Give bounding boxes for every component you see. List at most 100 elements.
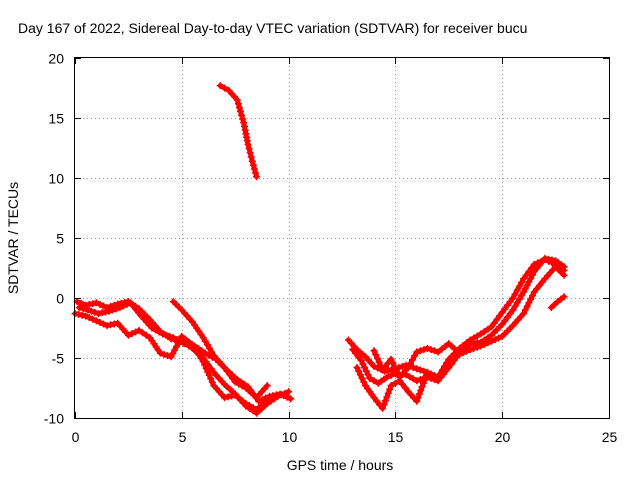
data-point <box>244 140 252 148</box>
data-point <box>238 111 246 119</box>
data-point <box>240 119 248 127</box>
data-point <box>148 324 156 332</box>
data-marks <box>71 82 568 417</box>
data-point <box>560 263 568 271</box>
data-point <box>160 350 168 358</box>
data-point <box>206 344 214 352</box>
data-point <box>529 292 536 300</box>
data-point <box>245 402 253 410</box>
data-point <box>228 392 236 400</box>
data-point <box>541 254 549 262</box>
data-point <box>247 153 255 161</box>
data-point <box>221 84 228 92</box>
data-point <box>364 371 372 379</box>
data-point <box>285 388 293 396</box>
data-point <box>434 348 442 356</box>
data-point <box>409 356 416 364</box>
data-point <box>381 397 389 405</box>
data-point <box>96 300 104 308</box>
data-point <box>201 361 209 369</box>
data-point <box>253 173 261 181</box>
data-point <box>357 356 365 364</box>
data-point <box>236 104 243 112</box>
data-point <box>431 347 439 355</box>
data-point <box>78 311 86 319</box>
data-point <box>132 328 139 336</box>
data-point <box>98 309 106 317</box>
y-tick-label: -5 <box>52 351 65 367</box>
data-point <box>199 358 207 366</box>
data-point <box>427 371 435 379</box>
data-point <box>511 290 519 298</box>
data-point <box>383 393 391 401</box>
data-point <box>359 360 367 368</box>
data-point <box>416 366 424 374</box>
data-point <box>413 377 421 385</box>
data-point <box>381 362 389 370</box>
y-axis-label: SDTVAR / TECUs <box>5 182 21 294</box>
data-point <box>265 392 273 400</box>
data-point <box>419 379 427 387</box>
data-point <box>498 320 506 328</box>
data-point <box>506 298 514 306</box>
data-point <box>263 396 271 404</box>
data-point <box>360 378 368 386</box>
data-point <box>370 394 378 402</box>
data-point <box>80 305 87 313</box>
y-tick-label: 20 <box>48 51 64 67</box>
data-point <box>545 255 552 263</box>
data-point <box>416 347 424 355</box>
series-track-4 <box>169 298 271 402</box>
data-point <box>477 342 485 350</box>
data-point <box>504 313 511 321</box>
data-point <box>520 275 528 283</box>
data-point <box>418 383 426 391</box>
data-point <box>515 295 523 303</box>
data-point <box>229 374 236 382</box>
data-point <box>223 367 231 375</box>
data-point <box>373 397 381 405</box>
data-point <box>370 362 378 370</box>
data-point <box>349 346 357 354</box>
data-point <box>370 347 378 355</box>
data-point <box>399 380 406 388</box>
data-point <box>159 330 167 338</box>
data-point <box>560 293 568 301</box>
data-point <box>208 348 216 356</box>
data-point <box>355 367 363 375</box>
data-point <box>96 318 104 326</box>
data-point <box>406 373 414 381</box>
data-point <box>370 377 378 385</box>
data-point <box>383 373 391 381</box>
data-point <box>466 346 474 354</box>
data-point <box>422 372 430 380</box>
data-point <box>221 394 228 402</box>
data-point <box>521 306 529 314</box>
data-point <box>238 382 246 390</box>
data-point <box>375 358 383 366</box>
data-point <box>226 371 234 379</box>
data-point <box>234 100 242 108</box>
x-axis-label: GPS time / hours <box>287 457 394 473</box>
data-point <box>520 310 528 318</box>
data-point <box>102 308 110 316</box>
data-point <box>421 376 429 384</box>
data-point <box>358 374 366 382</box>
data-point <box>366 374 374 382</box>
data-point <box>280 392 288 400</box>
data-point <box>203 341 211 349</box>
data-point <box>85 300 93 308</box>
data-point <box>263 382 271 390</box>
data-point <box>488 337 495 345</box>
y-tick-label: 0 <box>56 291 64 307</box>
y-tick-label: 5 <box>56 231 64 247</box>
data-point <box>517 279 525 287</box>
chart-title: Day 167 of 2022, Sidereal Day-to-day VTE… <box>18 20 527 36</box>
data-point <box>391 379 399 387</box>
data-point <box>392 366 400 374</box>
data-point <box>224 393 232 401</box>
data-point <box>379 404 387 412</box>
data-point <box>231 378 239 386</box>
data-point <box>515 283 523 290</box>
